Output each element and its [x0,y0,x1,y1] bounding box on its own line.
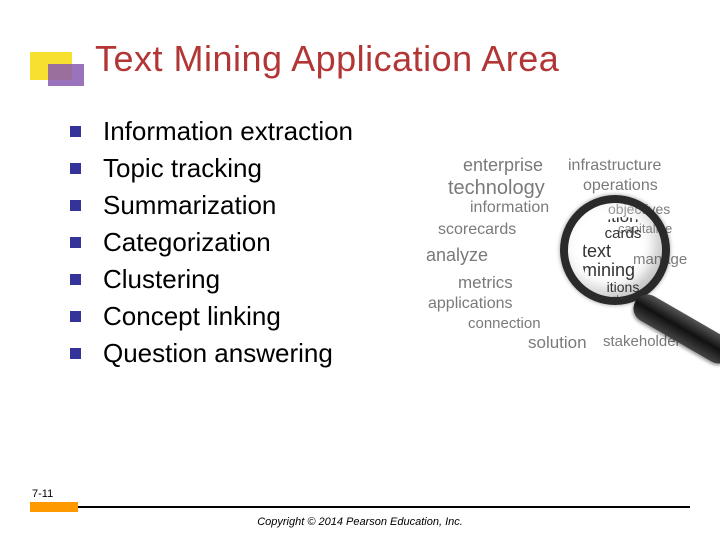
bullet-text: Summarization [103,190,276,221]
wordcloud-word: analyze [426,245,488,266]
page-number: 7-11 [32,488,53,500]
bullet-text: Clustering [103,264,220,295]
bullet-marker-icon [70,348,81,359]
bullet-text: Topic tracking [103,153,262,184]
wordcloud-word: metrics [458,273,513,293]
list-item: Information extraction [70,116,353,147]
wordcloud-word: scorecards [438,221,516,239]
list-item: Topic tracking [70,153,353,184]
wordcloud-word: enterprise [463,155,543,176]
bullet-marker-icon [70,237,81,248]
bullet-marker-icon [70,200,81,211]
bullet-marker-icon [70,311,81,322]
footer-rule [30,506,690,508]
wordcloud-word: operations [583,177,658,195]
wordcloud-word: connection [468,315,541,332]
bullet-text: Categorization [103,227,271,258]
wordcloud-word: applications [428,295,513,313]
list-item: Question answering [70,338,353,369]
wordcloud-word: information [470,199,549,217]
title-area: Text Mining Application Area [0,0,720,100]
slide-title: Text Mining Application Area [95,38,559,80]
magnified-text: text mining [582,242,664,280]
bullet-text: Question answering [103,338,333,369]
footer-accent [30,502,78,512]
bullet-text: Concept linking [103,301,281,332]
bullet-marker-icon [70,274,81,285]
accent-purple-box [48,64,84,86]
wordcloud-word: infrastructure [568,157,661,175]
list-item: Concept linking [70,301,353,332]
magnified-text: cards [605,226,642,242]
title-decoration [30,52,85,92]
list-item: Summarization [70,190,353,221]
magnified-text: itions [607,280,640,295]
wordcloud-word: technology [448,177,545,200]
magnifier-glass: itioncardstext miningitionstion [582,217,664,299]
magnifier-image: itioncardstext miningitionstion [560,195,680,315]
bullet-text: Information extraction [103,116,353,147]
wordcloud-word: solution [528,333,587,353]
list-item: Categorization [70,227,353,258]
copyright-text: Copyright © 2014 Pearson Education, Inc. [0,516,720,528]
list-item: Clustering [70,264,353,295]
magnifier-ring: itioncardstext miningitionstion [560,195,670,305]
magnified-text: tion [613,294,634,299]
bullet-marker-icon [70,126,81,137]
bullet-marker-icon [70,163,81,174]
bullet-list: Information extraction Topic tracking Summ… [70,116,353,375]
